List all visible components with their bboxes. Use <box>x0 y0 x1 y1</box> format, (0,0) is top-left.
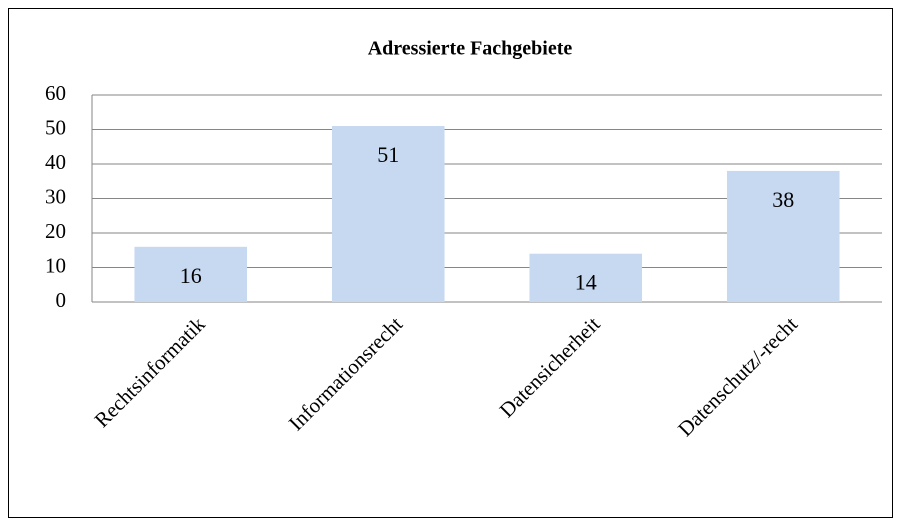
bar <box>134 246 248 302</box>
bar <box>529 253 643 302</box>
chart-title: Adressierte Fachgebiete <box>368 38 573 60</box>
y-tick-label: 60 <box>45 81 66 105</box>
data-label: 14 <box>575 270 597 295</box>
y-tick-label: 20 <box>45 219 66 243</box>
bar <box>331 126 445 302</box>
data-label: 51 <box>377 142 399 167</box>
data-label: 16 <box>180 263 202 288</box>
bar <box>726 170 840 302</box>
y-tick-label: 10 <box>45 253 66 277</box>
y-tick-label: 30 <box>45 184 66 208</box>
y-tick-label: 0 <box>56 288 67 312</box>
data-label: 38 <box>772 187 794 212</box>
y-tick-label: 50 <box>45 115 66 139</box>
y-tick-label: 40 <box>45 150 66 174</box>
